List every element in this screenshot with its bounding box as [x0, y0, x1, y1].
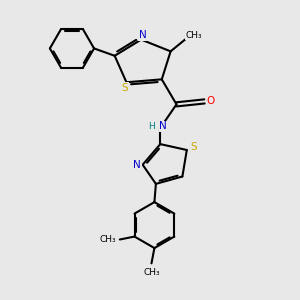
Text: O: O: [207, 96, 215, 106]
Text: H: H: [148, 122, 155, 131]
Text: N: N: [159, 122, 167, 131]
Text: CH₃: CH₃: [186, 31, 202, 40]
Text: S: S: [190, 142, 196, 152]
Text: CH₃: CH₃: [99, 235, 116, 244]
Text: N: N: [134, 160, 141, 170]
Text: S: S: [122, 83, 128, 93]
Text: N: N: [139, 30, 146, 40]
Text: CH₃: CH₃: [143, 268, 160, 277]
